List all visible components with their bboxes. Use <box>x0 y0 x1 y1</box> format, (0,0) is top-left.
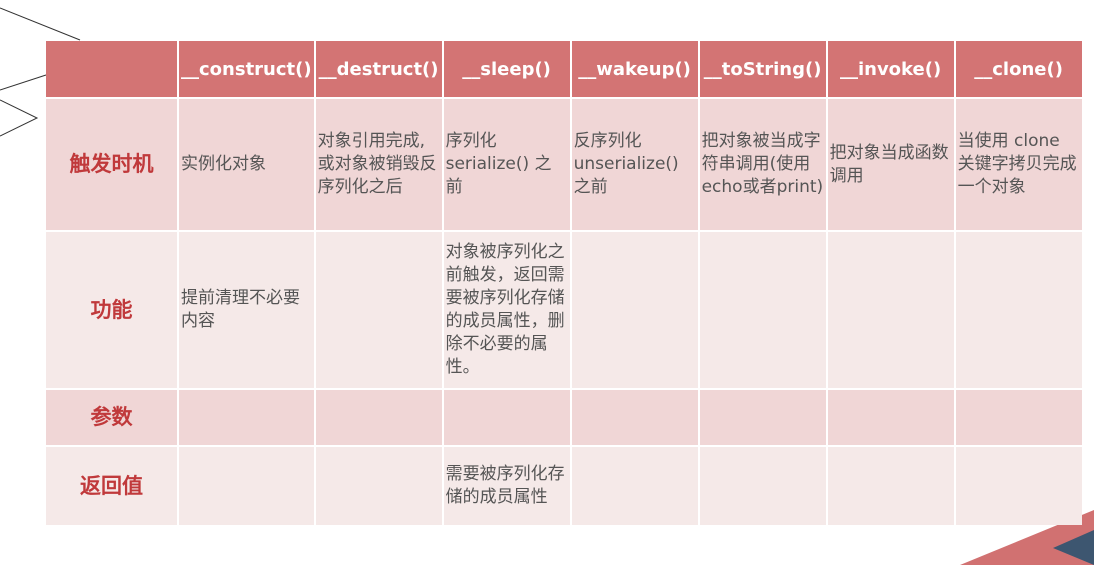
table-cell: 反序列化unserialize()之前 <box>571 99 698 230</box>
table-row: 参数 <box>46 390 1082 445</box>
row-label: 触发时机 <box>46 99 177 230</box>
row-label: 功能 <box>46 232 177 388</box>
header-cell: __construct() <box>179 41 314 97</box>
magic-methods-table: __construct() __destruct() __sleep() __w… <box>44 39 1084 527</box>
header-cell: __wakeup() <box>571 41 698 97</box>
table-cell: 对象引用完成,或对象被销毁反序列化之后 <box>315 99 442 230</box>
corner-shape-blue <box>1053 530 1094 565</box>
table-cell: 把对象被当成字符串调用(使用echo或者print) <box>699 99 826 230</box>
header-cell: __sleep() <box>443 41 570 97</box>
table-cell <box>443 390 570 445</box>
table-cell: 提前清理不必要内容 <box>179 232 314 388</box>
header-row: __construct() __destruct() __sleep() __w… <box>46 41 1082 97</box>
table-cell <box>955 390 1082 445</box>
table-cell <box>315 390 442 445</box>
table-row: 返回值 需要被序列化存储的成员属性 <box>46 447 1082 525</box>
header-cell: __invoke() <box>827 41 954 97</box>
table-cell: 把对象当成函数调用 <box>827 99 954 230</box>
table-cell <box>571 447 698 525</box>
header-cell: __destruct() <box>315 41 442 97</box>
table-cell <box>315 232 442 388</box>
table-cell: 当使用 clone 关键字拷贝完成一个对象 <box>955 99 1082 230</box>
table-cell <box>699 447 826 525</box>
table-cell <box>571 390 698 445</box>
table-cell: 需要被序列化存储的成员属性 <box>443 447 570 525</box>
table-cell: 对象被序列化之前触发，返回需要被序列化存储的成员属性，删除不必要的属性。 <box>443 232 570 388</box>
table-cell <box>955 447 1082 525</box>
table-cell <box>827 232 954 388</box>
table-row: 触发时机 实例化对象 对象引用完成,或对象被销毁反序列化之后 序列化serial… <box>46 99 1082 230</box>
table-cell <box>571 232 698 388</box>
table-cell: 序列化serialize() 之前 <box>443 99 570 230</box>
table-cell <box>699 232 826 388</box>
row-label: 参数 <box>46 390 177 445</box>
table-cell <box>827 447 954 525</box>
table-cell <box>955 232 1082 388</box>
row-label: 返回值 <box>46 447 177 525</box>
table-cell <box>179 390 314 445</box>
table-cell <box>699 390 826 445</box>
header-cell: __toString() <box>699 41 826 97</box>
header-cell <box>46 41 177 97</box>
table-row: 功能 提前清理不必要内容 对象被序列化之前触发，返回需要被序列化存储的成员属性，… <box>46 232 1082 388</box>
table-cell: 实例化对象 <box>179 99 314 230</box>
table-cell <box>315 447 442 525</box>
table-cell <box>179 447 314 525</box>
table-cell <box>827 390 954 445</box>
header-cell: __clone() <box>955 41 1082 97</box>
